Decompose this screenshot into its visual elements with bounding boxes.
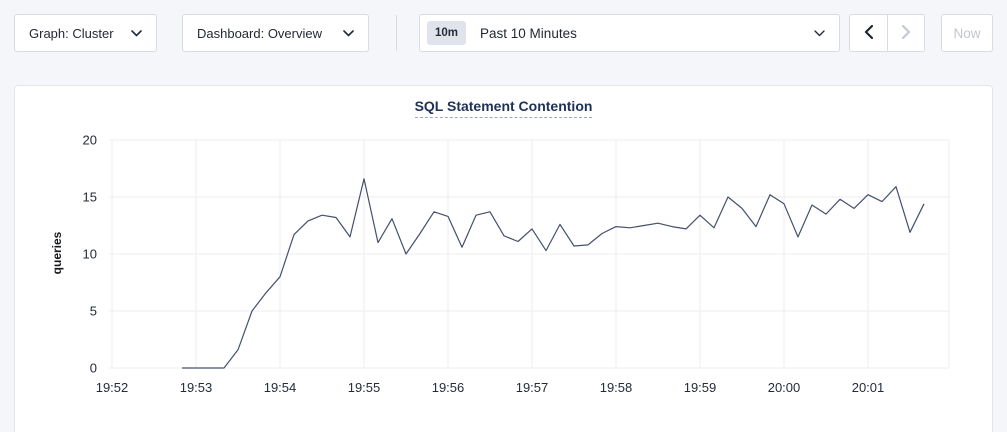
x-axis-tick-label: 19:57	[516, 380, 549, 395]
chevron-down-icon	[343, 29, 354, 37]
chevron-down-icon	[814, 29, 825, 37]
x-axis-tick-label: 20:00	[768, 380, 801, 395]
prev-time-button[interactable]	[850, 15, 887, 51]
x-axis-tick-label: 19:54	[264, 380, 297, 395]
dashboard-dropdown[interactable]: Dashboard: Overview	[182, 14, 369, 52]
toolbar-divider	[396, 15, 397, 51]
chart-title[interactable]: SQL Statement Contention	[414, 98, 593, 118]
graph-dropdown[interactable]: Graph: Cluster	[14, 14, 157, 52]
time-range-badge: 10m	[427, 21, 467, 45]
y-axis-tick-label: 10	[83, 247, 97, 262]
chevron-left-icon	[864, 24, 874, 42]
x-axis-tick-label: 19:53	[180, 380, 213, 395]
series-line-queries	[182, 178, 925, 369]
now-button[interactable]: Now	[941, 14, 993, 52]
x-axis-tick-label: 20:01	[852, 380, 885, 395]
time-range-selector[interactable]: 10m Past 10 Minutes	[419, 14, 840, 52]
line-chart-plot-area[interactable]: 0 5 10 15 20 19:52 19:53 19:54 19:55 19:56 19:57 19…	[15, 126, 992, 418]
graph-dropdown-label: Graph: Cluster	[29, 25, 114, 41]
next-time-button[interactable]	[887, 15, 924, 51]
dashboard-dropdown-label: Dashboard: Overview	[197, 25, 322, 41]
toolbar: Graph: Cluster Dashboard: Overview 10m P…	[0, 0, 1007, 52]
y-axis-tick-label: 15	[83, 190, 97, 205]
x-axis-tick-label: 19:55	[348, 380, 381, 395]
x-axis-tick-label: 19:52	[96, 380, 129, 395]
chart-title-row: SQL Statement Contention	[15, 98, 992, 118]
y-axis-tick-label: 5	[90, 304, 97, 319]
x-axis-tick-label: 19:56	[432, 380, 465, 395]
chevron-down-icon	[131, 29, 142, 37]
x-axis-tick-label: 19:58	[600, 380, 633, 395]
time-step-nav	[849, 14, 925, 52]
chart-card: SQL Statement Contention queries 0 5 10 15 2…	[14, 85, 993, 432]
y-axis-tick-label: 20	[83, 133, 97, 148]
chevron-right-icon	[901, 24, 911, 42]
x-axis-tick-label: 19:59	[684, 380, 717, 395]
y-axis-tick-label: 0	[90, 361, 97, 376]
time-range-label: Past 10 Minutes	[480, 25, 577, 41]
